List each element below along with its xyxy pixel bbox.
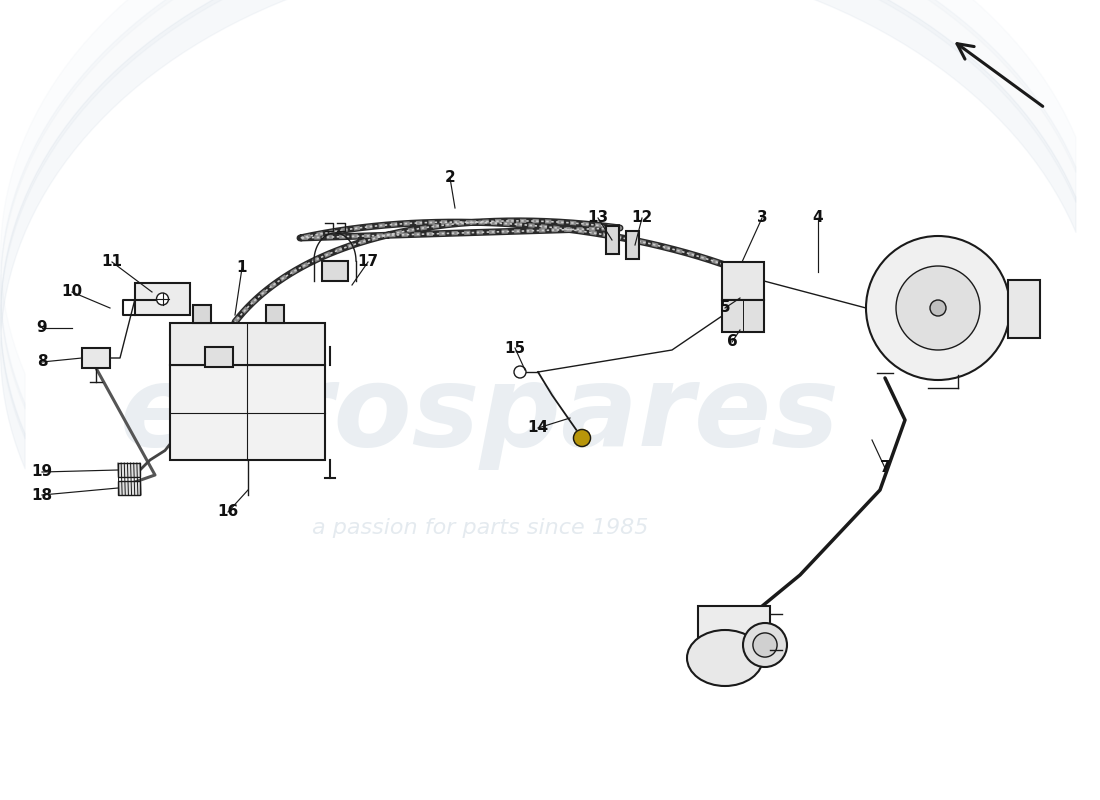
Circle shape	[514, 366, 526, 378]
Text: 6: 6	[727, 334, 737, 350]
Text: 17: 17	[358, 254, 378, 270]
Circle shape	[866, 236, 1010, 380]
FancyBboxPatch shape	[170, 365, 324, 460]
FancyBboxPatch shape	[1008, 280, 1040, 338]
FancyBboxPatch shape	[205, 347, 233, 367]
Text: 16: 16	[218, 505, 239, 519]
Text: 7: 7	[880, 461, 890, 475]
FancyBboxPatch shape	[118, 481, 140, 495]
Text: a passion for parts since 1985: a passion for parts since 1985	[311, 518, 648, 538]
FancyBboxPatch shape	[135, 283, 190, 315]
FancyBboxPatch shape	[698, 606, 770, 658]
Text: 18: 18	[32, 487, 53, 502]
Text: 3: 3	[757, 210, 768, 226]
Text: 12: 12	[631, 210, 652, 226]
Circle shape	[742, 623, 786, 667]
FancyBboxPatch shape	[605, 226, 618, 254]
Circle shape	[752, 633, 777, 657]
Text: 2: 2	[444, 170, 455, 186]
FancyBboxPatch shape	[266, 305, 284, 323]
FancyBboxPatch shape	[192, 305, 211, 323]
Text: 15: 15	[505, 341, 526, 355]
Circle shape	[930, 300, 946, 316]
Text: 13: 13	[587, 210, 608, 226]
Ellipse shape	[688, 630, 763, 686]
Circle shape	[573, 430, 591, 446]
Text: 19: 19	[32, 465, 53, 479]
Text: eurospares: eurospares	[120, 359, 840, 470]
Text: 8: 8	[36, 354, 47, 370]
Text: 1: 1	[236, 261, 248, 275]
FancyBboxPatch shape	[722, 300, 764, 332]
FancyBboxPatch shape	[118, 463, 140, 477]
FancyBboxPatch shape	[322, 261, 348, 281]
FancyBboxPatch shape	[722, 262, 764, 300]
Text: 9: 9	[36, 321, 47, 335]
Text: 5: 5	[719, 301, 730, 315]
FancyBboxPatch shape	[82, 348, 110, 368]
Text: 4: 4	[813, 210, 823, 226]
Circle shape	[156, 293, 168, 305]
Text: 14: 14	[527, 421, 549, 435]
Text: 11: 11	[101, 254, 122, 270]
FancyBboxPatch shape	[170, 323, 324, 365]
FancyBboxPatch shape	[626, 231, 638, 259]
Text: 10: 10	[62, 285, 82, 299]
Circle shape	[896, 266, 980, 350]
